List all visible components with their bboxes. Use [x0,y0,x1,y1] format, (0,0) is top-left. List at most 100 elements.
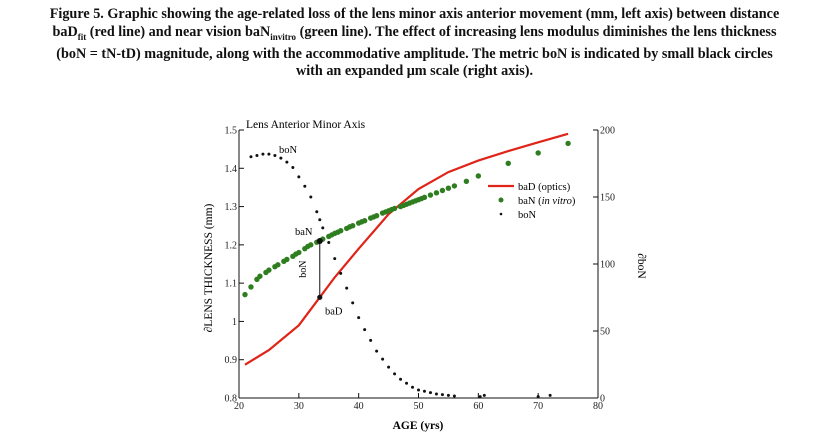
boN-point [428,391,432,395]
x-tick-label: 60 [473,401,483,412]
legend-baN-swatch [498,197,504,203]
y2-tick-label: 200 [600,126,615,137]
boN-vertical-annotation: boN [298,261,309,278]
baN-point [284,256,290,263]
boN-point [285,160,289,164]
x-tick-label: 80 [593,401,603,412]
boN-point [345,286,349,290]
plot-labels: Lens Anterior Minor Axis AGE (yrs) ∂LENS… [203,119,647,432]
caption-line-2: baDfit (red line) and near vision baNinv… [52,23,777,42]
x-tick-label: 70 [533,401,543,412]
x-tick-label: 40 [354,401,364,412]
y2-tick-label: 100 [600,260,615,271]
baN-point [439,187,446,194]
boN-point [357,316,361,320]
y2-tick-label: 0 [600,394,605,405]
boN-point [440,393,444,397]
legend-baD-label: baD (optics) [518,182,571,193]
boN-curve-annotation: boN [279,145,298,156]
boN-point [321,226,325,230]
baN-point [373,213,380,219]
baD-annotation: baD [325,306,343,317]
series-baD-line [244,132,569,366]
baN-point [451,183,458,189]
x-axis-label: AGE (yrs) [393,420,444,432]
boN-point [548,393,552,397]
boN-point [411,385,415,389]
baN-point [445,185,452,191]
boN-point [249,155,253,159]
chart-legend: baD (optics) baN (in vitro) boN [488,182,576,221]
baN-point [565,140,571,147]
boN-point [303,184,307,188]
baN-point [463,178,470,185]
x-tick-label: 30 [294,401,304,412]
baN-point [296,249,302,256]
boN-point [273,153,277,157]
boN-point [363,328,367,332]
figure-caption: Figure 5. Graphic showing the age-relate… [10,6,819,81]
y-tick-label: 1 [232,317,237,328]
chart-title: Lens Anterior Minor Axis [246,119,366,131]
boN-point [267,152,271,156]
y-tick-label: 1.1 [225,279,238,290]
x-tick-label: 20 [234,401,244,412]
y-tick-label: 0.8 [225,394,238,405]
legend-boN-label: boN [518,210,537,221]
y-tick-label: 1.2 [225,240,238,251]
boN-point [417,388,420,392]
baN-point [535,150,541,156]
baN-point [391,205,398,212]
y2-tick-label: 50 [600,327,610,338]
boN-point [452,394,456,398]
baN-point [433,190,440,196]
baN-point [361,218,368,224]
y-tick-label: 1.5 [225,126,238,137]
baN-point [421,194,428,201]
baN-point [338,227,344,234]
baN-annotation: baN [295,227,313,238]
y-tick-label: 1.4 [225,164,238,175]
plot-axes: 20 30 40 50 60 70 80 0.8 0.9 1 1.1 1.2 1.3 1.4 1.5 0 50 1… [225,126,616,413]
boN-point [434,392,438,396]
boN-point [309,195,313,199]
caption-line-1: Figure 5. Graphic showing the age-relate… [49,6,780,22]
boN-point [478,395,482,399]
baN-point [427,192,434,198]
y-tick-label: 1.3 [225,202,238,213]
boN-point [291,166,295,170]
legend-boN-swatch [499,212,503,216]
x-tick-label: 50 [414,401,424,412]
caption-line-4: with an expanded μm scale (right axis). [295,63,534,80]
baN-point [349,223,356,229]
boN-point [393,372,397,376]
boN-point [446,393,450,397]
boN-point [318,218,322,222]
boN-point [333,257,337,261]
baN-marker [316,238,323,245]
baN-point [505,160,511,167]
boN-point [387,365,391,369]
plot-marks: baN baD boN boN [242,132,571,399]
boN-point [381,357,385,361]
y2-axis-label: ∂boN [635,253,647,279]
baN-point [308,242,314,248]
baD-marker [317,294,323,300]
boN-point [369,338,373,342]
boN-point [399,377,403,381]
baN-point [475,173,482,179]
boN-point [351,301,355,305]
boN-point [255,153,259,157]
caption-line-3: (boN = tN-tD) magnitude, along with the … [56,45,773,62]
boN-point [422,389,426,393]
boN-point [261,152,265,156]
y-tick-label: 0.9 [225,355,238,366]
boN-point [405,381,409,385]
baN-point [242,291,248,298]
boN-point [482,393,486,397]
legend-baN-label: baN (in vitro) [518,196,576,207]
y2-tick-label: 150 [600,193,615,204]
boN-point [327,241,331,245]
boN-point [536,395,540,399]
baN-point [266,267,272,273]
